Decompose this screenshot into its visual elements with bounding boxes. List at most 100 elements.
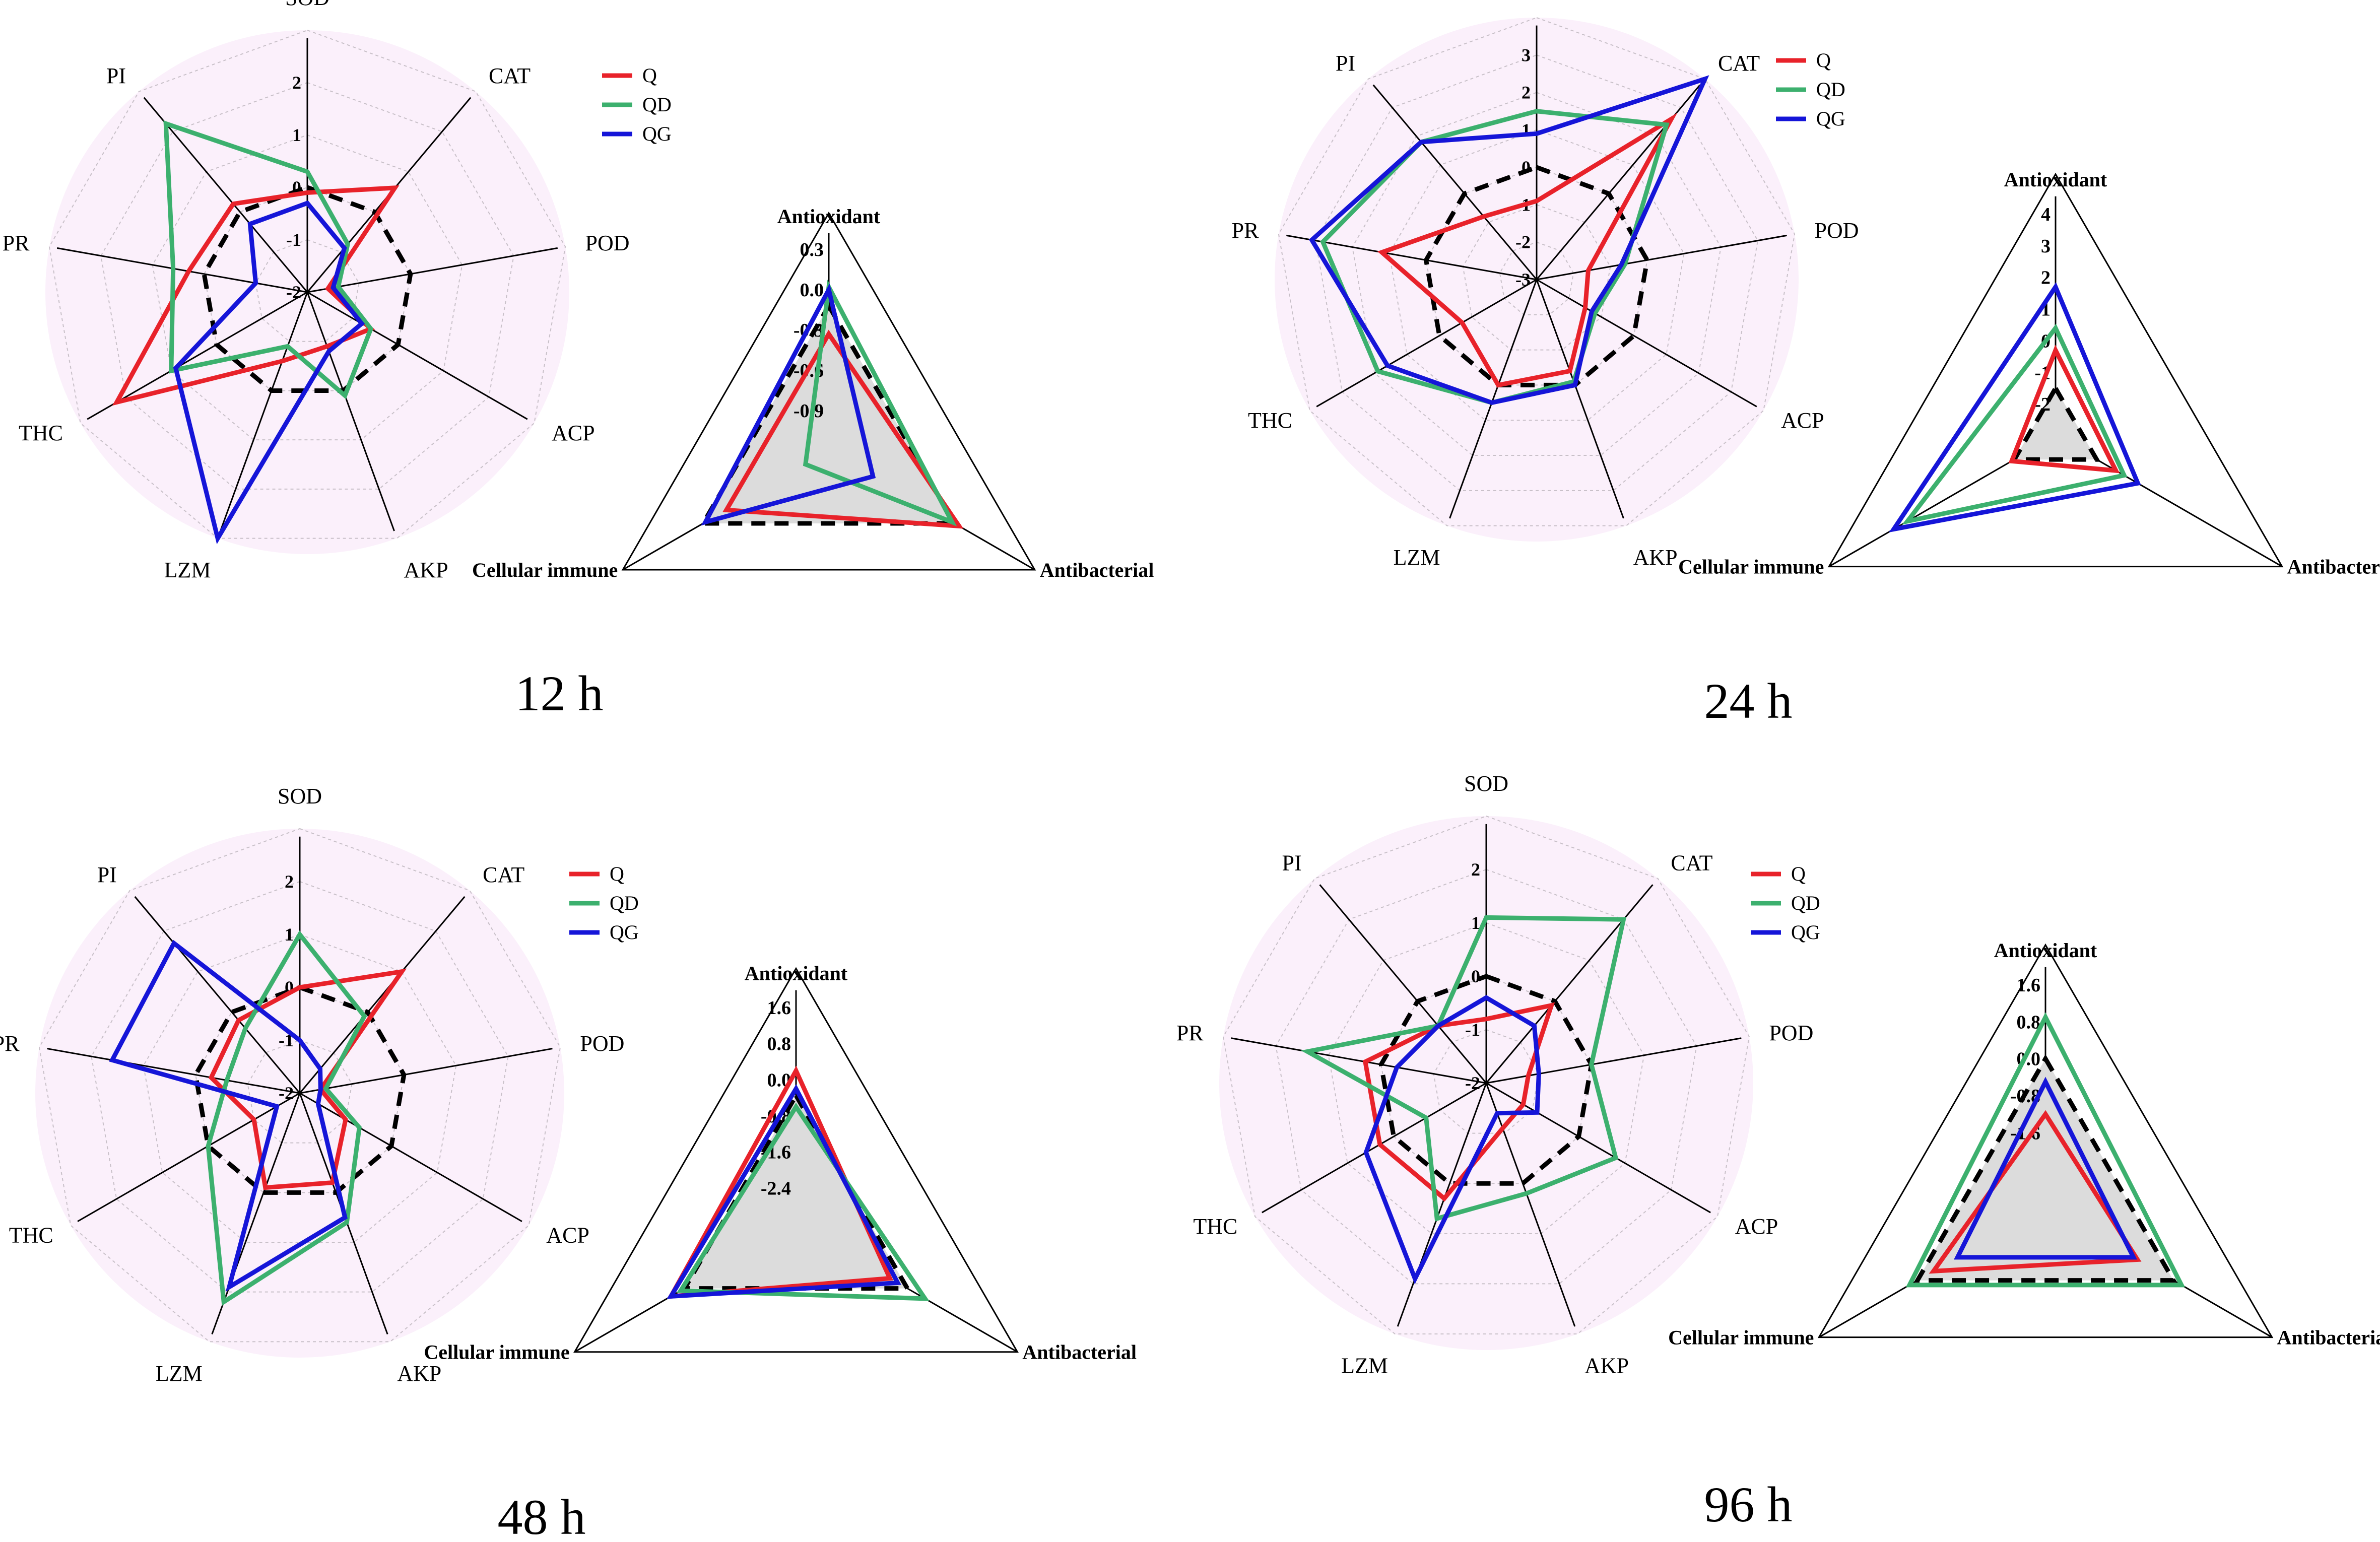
triangle-axis-label-cellular-immune: Cellular immune	[472, 559, 618, 581]
radar-axis-label-akp: AKP	[1584, 1354, 1629, 1378]
radar-spoke-pr	[57, 247, 308, 293]
triangle-chart: 0.30.0-0.3-0.6-0.9AntioxidantAntibacteri…	[472, 205, 1154, 581]
radar-grid-ring	[48, 29, 566, 539]
triangle-series-qg	[1954, 1077, 2137, 1260]
triangle-outline	[1817, 943, 2274, 1338]
radar-spoke-akp	[1536, 279, 1624, 519]
radar-axis-label-lzm: LZM	[1394, 545, 1440, 570]
triangle-axis-label-antibacterial: Antibacterial	[2287, 556, 2380, 578]
triangle-chart: 1.60.80.0-0.8-1.6-2.4AntioxidantAntibact…	[424, 962, 1137, 1364]
triangle-axis-label-antioxidant: Antioxidant	[745, 962, 848, 985]
legend-label-q: Q	[642, 64, 657, 87]
radar-grid-ring	[1223, 815, 1750, 1335]
radar-grid-ring	[1315, 54, 1758, 491]
radar-axis-label-akp: AKP	[1633, 545, 1678, 570]
radar-axis-label-pr: PR	[0, 1031, 20, 1056]
radar-axis-label-lzm: LZM	[156, 1361, 203, 1386]
triangle-axis-label-cellular-immune: Cellular immune	[1678, 556, 1824, 578]
radar-spoke-pr	[1231, 1037, 1487, 1084]
triangle-series-qd	[677, 1102, 930, 1301]
radar-axis-label-acp: ACP	[1781, 408, 1824, 433]
triangle-tick-label: 0.3	[800, 239, 824, 260]
legend-label-q: Q	[1791, 862, 1806, 885]
panel-time-label: 12 h	[515, 665, 604, 721]
legend-label-qg: QG	[642, 122, 672, 145]
radar-reference-line	[193, 985, 407, 1195]
radar-grid-ring	[1425, 167, 1648, 386]
radar-spoke-akp	[306, 292, 395, 531]
radar-grid-ring	[1275, 868, 1697, 1285]
triangle-series-q	[2008, 345, 2120, 474]
radar-spoke-cat	[299, 896, 466, 1094]
radar-tick-label: -2	[1515, 232, 1531, 252]
triangle-tick-label: 0.0	[800, 280, 824, 301]
radar-series-qg	[173, 200, 365, 545]
radar-axis-label-akp: AKP	[397, 1361, 441, 1386]
panel-time-label: 48 h	[498, 1489, 586, 1542]
triangle-series-qg	[667, 1084, 901, 1299]
radar-axis-label-thc: THC	[1248, 408, 1292, 433]
triangle-series-qd	[1905, 1012, 2186, 1288]
legend-label-q: Q	[610, 862, 624, 885]
radar-series-qg	[1363, 995, 1541, 1285]
radar-grid-ring	[1499, 241, 1574, 315]
radar-axis-label-akp: AKP	[404, 558, 448, 582]
radar-grid-ring	[1278, 17, 1796, 526]
radar-spoke-pod	[299, 1048, 553, 1094]
radar-spoke-acp	[307, 291, 528, 420]
triangle-outline	[621, 211, 1036, 571]
radar-grid-ring	[1352, 92, 1722, 456]
triangle-axis-label-antibacterial: Antibacterial	[1022, 1341, 1137, 1364]
radar-grid-ring	[1462, 204, 1611, 351]
radar-tick-label: -3	[1515, 270, 1531, 290]
radar-spoke-pi	[143, 97, 308, 293]
radar-spoke-pi	[1372, 84, 1538, 280]
radar-axis-label-sod: SOD	[285, 0, 329, 10]
legend-label-qg: QG	[610, 921, 639, 944]
radar-tick-label: -2	[286, 282, 301, 302]
legend-label-qd: QD	[610, 892, 639, 914]
radar-series-q	[1377, 112, 1678, 388]
radar-axis-label-pr: PR	[3, 231, 30, 255]
triangle-series-q	[722, 329, 964, 529]
radar-series-qd	[1301, 915, 1627, 1222]
triangle-tick-label: 0.8	[767, 1034, 791, 1055]
radar-axis-label-pod: POD	[1814, 218, 1859, 243]
triangle-axis-label-antioxidant: Antioxidant	[777, 205, 881, 228]
radar-axis-label-acp: ACP	[552, 421, 595, 445]
triangle-series-qd	[1902, 323, 2128, 525]
radar-spoke-pi	[134, 896, 301, 1094]
radar-tick-label: 0	[1471, 966, 1480, 986]
triangle-outline	[1827, 172, 2284, 568]
radar-axis-label-thc: THC	[9, 1223, 53, 1248]
legend-label-qd: QD	[1816, 78, 1845, 101]
radar-grid-ring	[1389, 129, 1685, 421]
radar-axis-label-cat: CAT	[483, 862, 524, 887]
radar-spoke-pod	[307, 247, 558, 293]
triangle-tick-label: 1.6	[2017, 975, 2041, 996]
radar-spoke-acp	[1536, 279, 1757, 408]
radar-axis-label-sod: SOD	[278, 784, 322, 809]
radar-spoke-acp	[299, 1092, 522, 1222]
radar-tick-label: 1	[285, 924, 294, 945]
radar-axis-label-pr: PR	[1176, 1021, 1204, 1045]
legend-label-qd: QD	[1791, 892, 1820, 914]
radar-axis-label-lzm: LZM	[164, 558, 211, 582]
triangle-axis-label-cellular-immune: Cellular immune	[424, 1341, 569, 1364]
triangle-axis-label-antibacterial: Antibacterial	[1040, 559, 1154, 581]
radar-spoke-pod	[1536, 234, 1787, 281]
radar-spoke-thc	[1262, 1082, 1487, 1214]
radar-tick-label: 1	[1522, 120, 1531, 140]
panel-time-label: 96 h	[1704, 1477, 1793, 1532]
legend-label-qg: QG	[1816, 107, 1845, 130]
panel-48h: SODCATPODACPAKPLZMTHCPRPI210-1-2QQDQG1.6…	[0, 784, 1137, 1542]
radar-axis-label-pi: PI	[97, 862, 117, 887]
triangle-axis-label-cellular-immune: Cellular immune	[1668, 1326, 1814, 1349]
radar-spoke-pr	[1286, 234, 1537, 281]
radar-grid-ring	[152, 134, 463, 441]
radar-tick-label: 2	[1471, 859, 1480, 880]
triangle-tick-label: 3	[2041, 236, 2051, 257]
radar-axis-label-lzm: LZM	[1341, 1354, 1388, 1378]
